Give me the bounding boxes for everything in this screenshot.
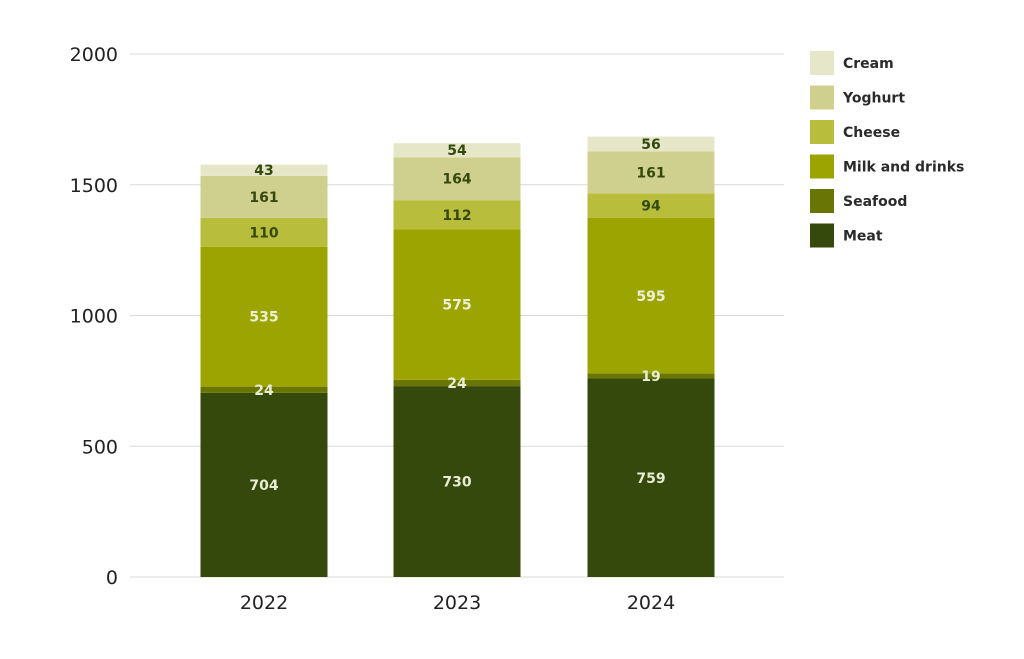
data-label-seafood-2024: 19 (641, 369, 660, 385)
legend-label-cream: Cream (843, 56, 894, 72)
bar-segment-milk-and-drinks-2023 (393, 229, 521, 380)
data-label-seafood-2022: 24 (254, 383, 274, 399)
y-tick-label-2000: 2000 (70, 44, 118, 66)
bar-segment-seafood-2023 (393, 379, 521, 387)
legend-swatch-cheese (810, 120, 834, 144)
bar-segment-cheese-2024 (587, 193, 715, 218)
bar-segment-seafood-2022 (200, 386, 328, 393)
legend-swatch-seafood (810, 189, 834, 213)
bar-segment-milk-and-drinks-2024 (587, 217, 715, 374)
legend-label-cheese: Cheese (843, 125, 900, 141)
bar-segment-meat-2024 (587, 378, 715, 577)
data-label-cream-2022: 43 (254, 163, 273, 179)
legend-swatch-milk-and-drinks (810, 154, 834, 179)
data-label-yoghurt-2023: 164 (442, 172, 471, 188)
data-label-cheese-2024: 94 (641, 199, 661, 215)
legend: Cream Yoghurt Cheese Milk and drinks Seafood… (810, 51, 964, 248)
data-label-yoghurt-2024: 161 (636, 165, 665, 181)
y-tick-label-0: 0 (106, 567, 118, 589)
y-tick-label-500: 500 (82, 436, 118, 458)
bar-segment-cheese-2022 (200, 217, 328, 247)
bar-segment-milk-and-drinks-2022 (200, 246, 328, 387)
data-label-milk-and-drinks-2022: 535 (249, 310, 278, 326)
y-axis-tick-labels: 0 500 1000 1500 2000 (70, 44, 118, 589)
bar-segment-yoghurt-2023 (393, 157, 521, 201)
x-tick-label-2022: 2022 (240, 592, 288, 614)
bar-segment-cheese-2023 (393, 200, 521, 230)
data-label-cream-2024: 56 (641, 137, 660, 153)
y-tick-label-1500: 1500 (70, 175, 118, 197)
data-label-cream-2023: 54 (447, 143, 467, 159)
bar-segment-seafood-2024 (587, 373, 715, 379)
data-label-milk-and-drinks-2024: 595 (636, 289, 665, 305)
bar-segment-cream-2024 (587, 136, 715, 152)
data-label-cheese-2023: 112 (442, 208, 471, 224)
data-label-meat-2024: 759 (636, 471, 665, 487)
data-label-meat-2023: 730 (442, 475, 471, 491)
bar-segment-cream-2023 (393, 143, 521, 158)
data-label-seafood-2023: 24 (447, 376, 467, 392)
data-labels: 704 24 535 110 161 43 730 24 575 112 164 54 759 19 595… (249, 137, 665, 494)
x-axis-tick-labels: 2022 2023 2024 (240, 592, 675, 614)
data-label-milk-and-drinks-2023: 575 (442, 298, 471, 314)
legend-label-yoghurt: Yoghurt (842, 91, 905, 107)
bar-segment-meat-2022 (200, 392, 328, 577)
y-tick-label-1000: 1000 (70, 306, 118, 328)
legend-swatch-yoghurt (810, 85, 834, 110)
bars (200, 136, 715, 577)
bar-segment-yoghurt-2024 (587, 151, 715, 194)
x-tick-label-2024: 2024 (627, 592, 675, 614)
legend-label-milk-and-drinks: Milk and drinks (843, 160, 964, 176)
data-label-cheese-2022: 110 (249, 225, 278, 241)
x-tick-label-2023: 2023 (433, 592, 481, 614)
legend-swatch-cream (810, 51, 834, 75)
bar-segment-yoghurt-2022 (200, 175, 328, 218)
data-label-yoghurt-2022: 161 (249, 190, 278, 206)
bar-segment-cream-2022 (200, 164, 328, 176)
bar-segment-meat-2023 (393, 386, 521, 577)
data-label-meat-2022: 704 (249, 478, 278, 494)
legend-swatch-meat (810, 223, 834, 248)
legend-label-seafood: Seafood (843, 194, 907, 210)
legend-label-meat: Meat (843, 229, 883, 245)
